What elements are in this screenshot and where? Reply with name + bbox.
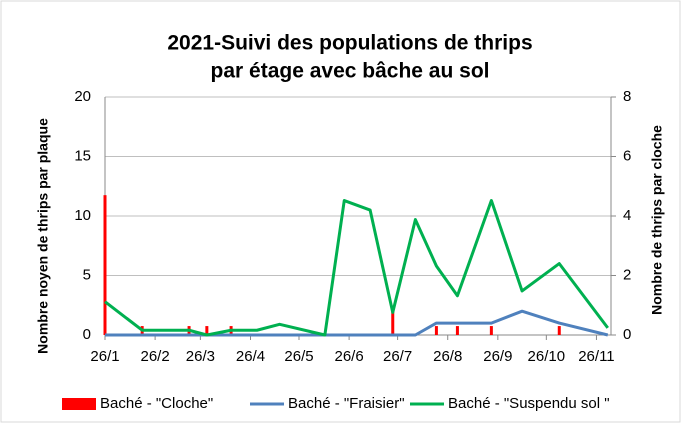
y-tick-label: 20: [74, 88, 91, 105]
x-tick-label: 26/7: [383, 348, 412, 365]
line: [104, 199, 609, 337]
legend-swatch: [62, 398, 96, 410]
bar: [434, 326, 438, 335]
y-tick-label: 5: [83, 266, 91, 283]
x-tick-label: 26/8: [433, 348, 462, 365]
x-tick-label: 26/9: [483, 348, 512, 365]
x-tick-label: 26/4: [236, 348, 265, 365]
y2-tick-label: 2: [623, 266, 631, 283]
x-tick-label: 26/2: [141, 348, 170, 365]
legend-label: Baché - "Cloche": [100, 395, 213, 412]
y2-tick-label: 0: [623, 326, 631, 343]
x-tick-label: 26/5: [284, 348, 313, 365]
y-tick-label: 0: [83, 326, 91, 343]
x-tick-label: 26/11: [578, 348, 614, 365]
chart-title: par étage avec bâche au sol: [211, 60, 490, 83]
y2-tick-label: 6: [623, 147, 631, 164]
legend-label: Baché - "Suspendu sol ": [448, 395, 610, 412]
bar: [391, 311, 395, 335]
bar: [455, 326, 459, 335]
bar: [103, 195, 107, 335]
x-tick-label: 26/6: [335, 348, 364, 365]
x-tick-label: 26/1: [90, 348, 119, 365]
y2-axis-label: Nombre de thrips par cloche: [649, 125, 665, 315]
bar: [205, 326, 209, 335]
y2-tick-label: 4: [623, 207, 631, 224]
chart-title: 2021-Suivi des populations de thrips: [167, 32, 532, 55]
x-tick-label: 26/3: [186, 348, 215, 365]
y-tick-label: 10: [74, 207, 91, 224]
y-axis-label: Nombre noyen de thrips par plaque: [35, 118, 51, 354]
y-tick-label: 15: [74, 147, 91, 164]
bar: [489, 326, 493, 335]
bar: [557, 326, 561, 335]
y2-tick-label: 8: [623, 88, 631, 105]
x-tick-label: 26/10: [528, 348, 566, 365]
legend-label: Baché - "Fraisier": [288, 395, 405, 412]
